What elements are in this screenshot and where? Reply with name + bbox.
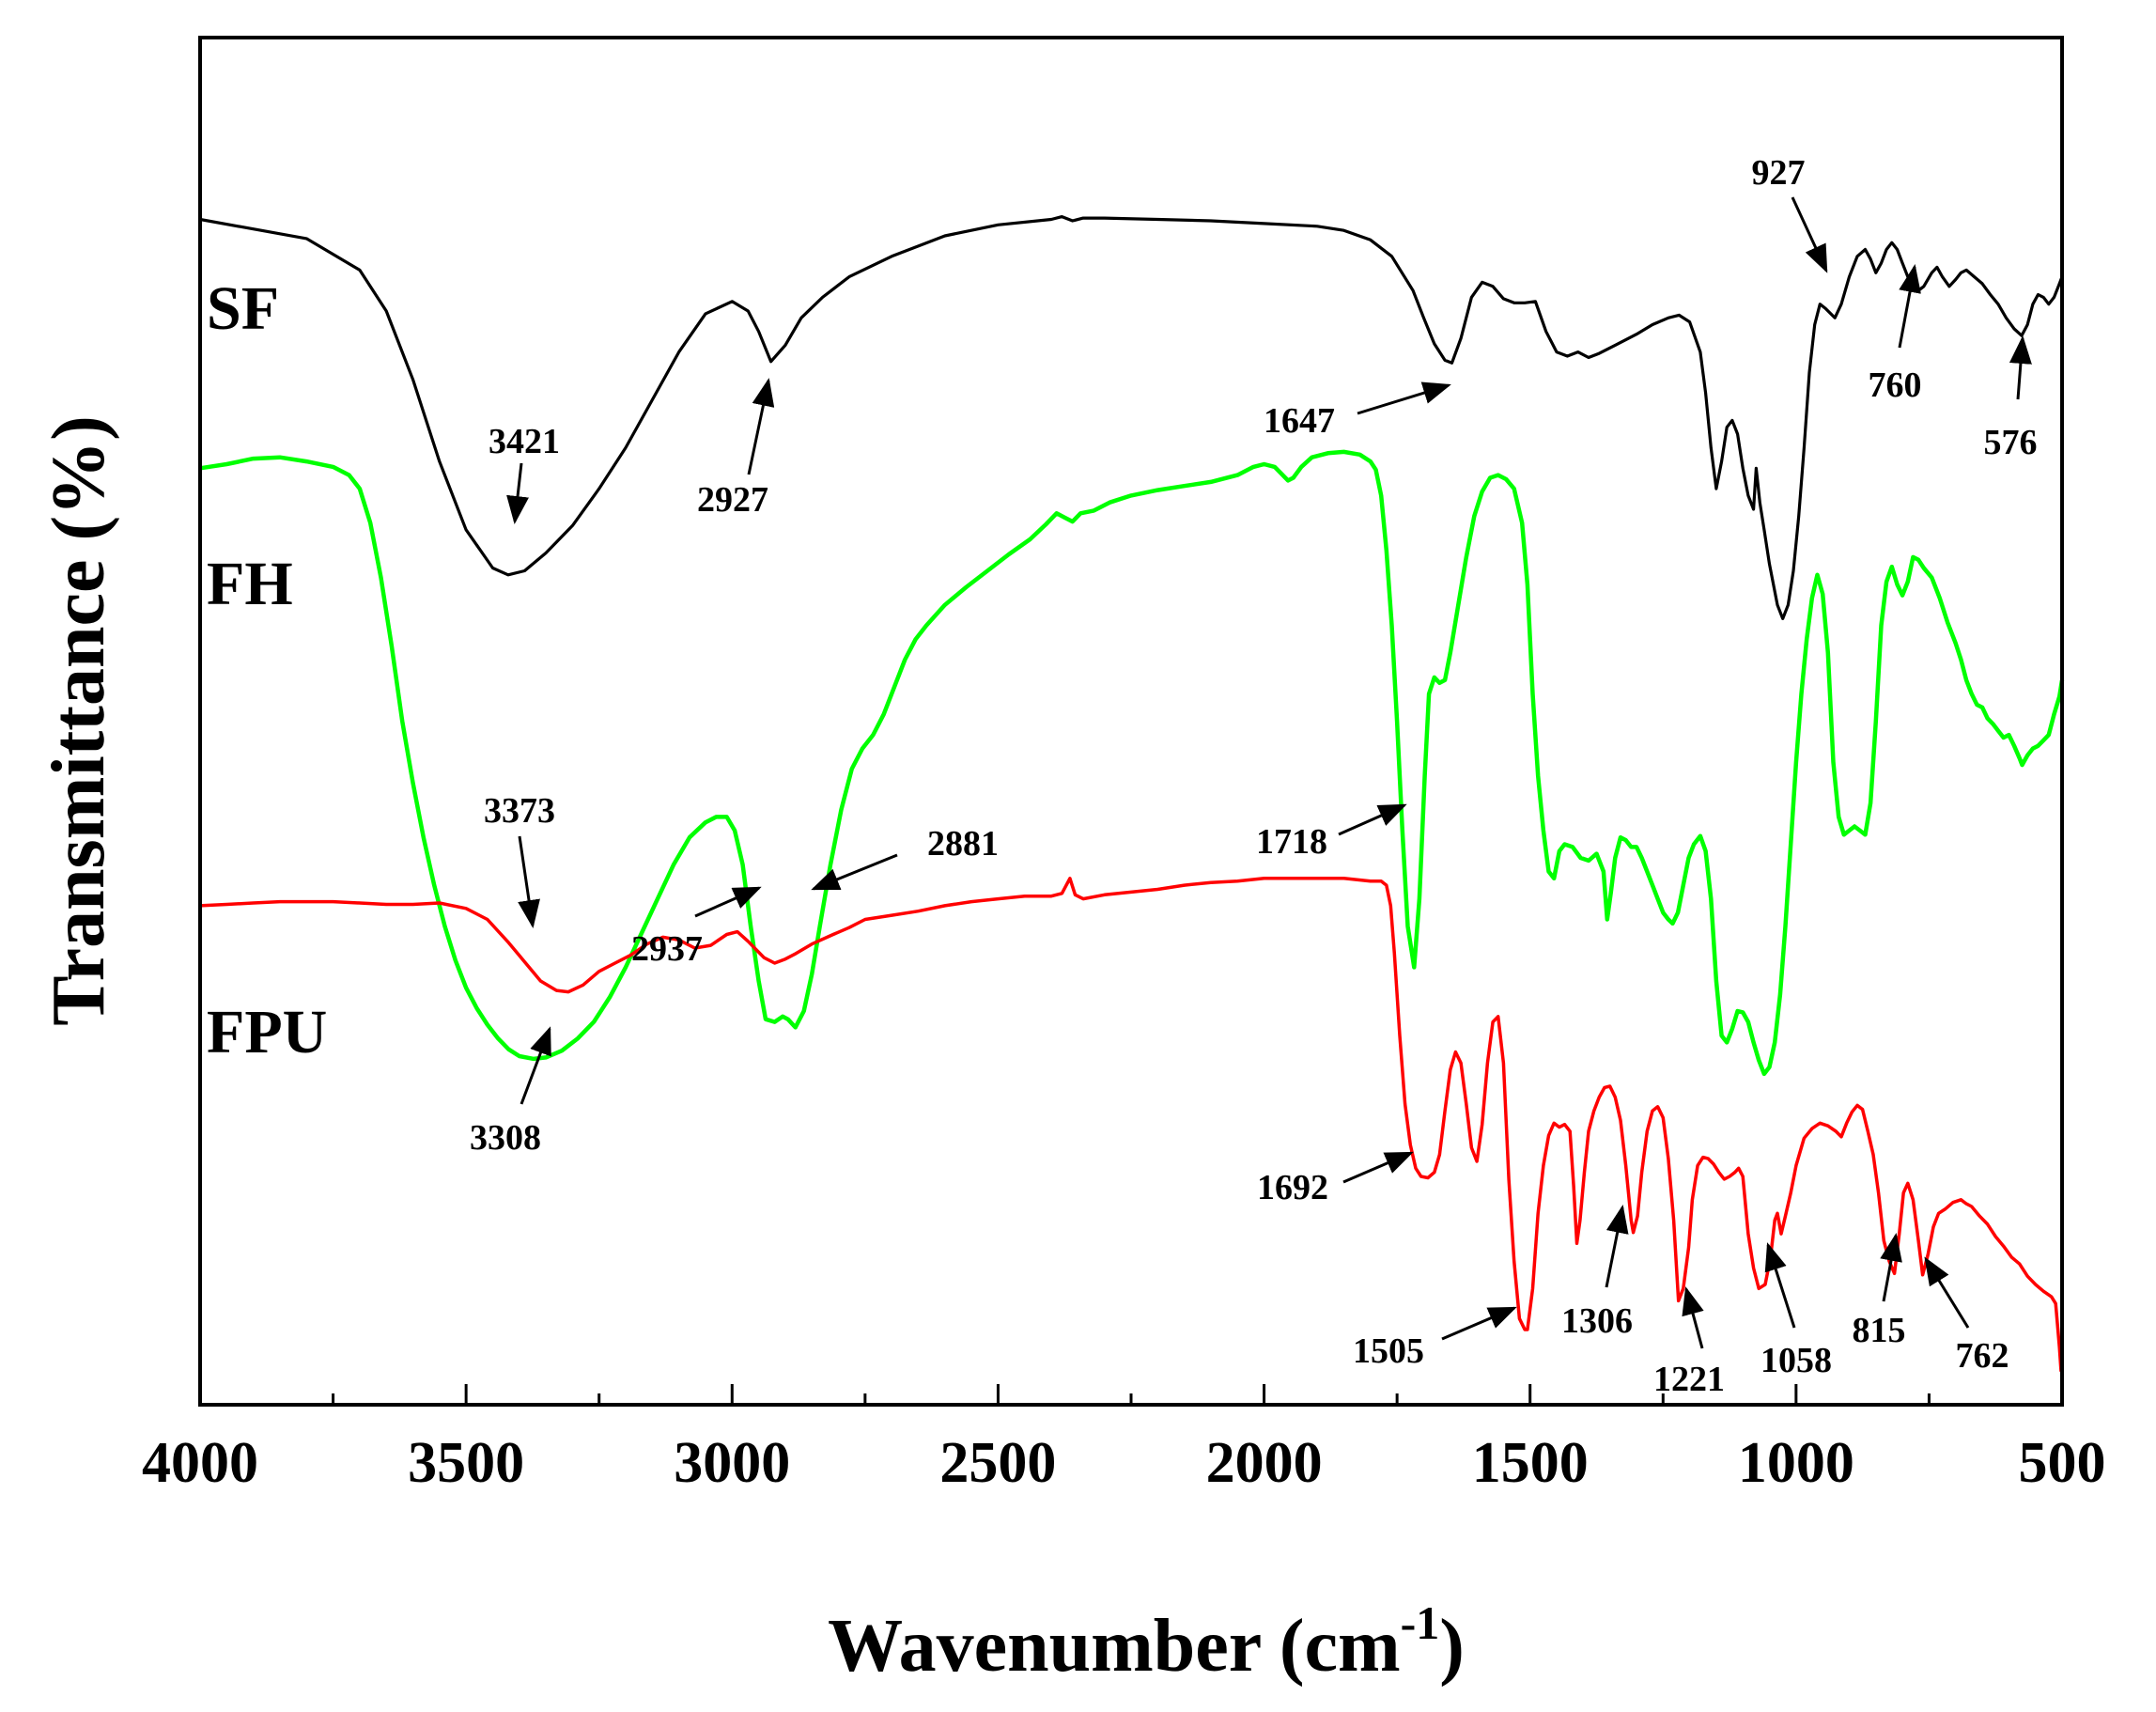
peak-label-fpu-815: 815 <box>1853 1311 1906 1350</box>
peak-label-fpu-1058: 1058 <box>1760 1341 1832 1380</box>
peak-arrow-sf-2927 <box>747 378 775 475</box>
peak-arrow-fh-3373 <box>518 835 540 928</box>
peak-arrow-sf-760 <box>1898 264 1921 349</box>
peak-arrow-fpu-1505 <box>1441 1306 1517 1341</box>
series-line-fh <box>199 449 2065 1077</box>
x-tick-label: 1000 <box>1738 1431 1854 1495</box>
peak-label-fpu-762: 762 <box>1956 1336 2009 1376</box>
peak-label-fh-1718: 1718 <box>1256 822 1327 862</box>
plot-frame <box>198 36 2064 1407</box>
peak-arrow-fh-2937 <box>694 886 762 918</box>
x-axis-title-main: Wavenumber (cm <box>828 1605 1401 1688</box>
peak-arrow-fpu-815 <box>1880 1233 1902 1302</box>
x-tick-label: 500 <box>2019 1431 2106 1495</box>
peak-arrow-fh-1718 <box>1338 803 1407 836</box>
peak-arrow-sf-3421 <box>506 462 529 524</box>
x-tick-label: 4000 <box>142 1431 258 1495</box>
peak-label-fpu-1692: 1692 <box>1257 1168 1328 1207</box>
series-layer <box>199 215 2065 1373</box>
peak-arrow-sf-576 <box>2009 335 2032 400</box>
series-line-sf <box>199 215 2064 620</box>
peak-label-fh-2937: 2937 <box>631 929 703 969</box>
peak-label-sf-3421: 3421 <box>489 422 560 461</box>
x-tick-label: 3000 <box>674 1431 790 1495</box>
series-line-fpu <box>199 877 2064 1373</box>
peak-label-fpu-1221: 1221 <box>1653 1360 1725 1399</box>
peak-arrow-fh-2881 <box>811 853 898 891</box>
peak-label-sf-760: 760 <box>1869 366 1922 405</box>
peak-arrow-fpu-1306 <box>1605 1205 1629 1288</box>
peak-arrow-sf-1647 <box>1357 381 1451 415</box>
x-tick-label: 1500 <box>1472 1431 1589 1495</box>
x-axis-title: Wavenumber (cm-1) <box>828 1596 1465 1688</box>
series-label-fh: FH <box>207 550 293 618</box>
annotation-layer: 3421 2927 1647 927 760 576 3373 2937 288… <box>470 153 2038 1399</box>
peak-label-fpu-3308: 3308 <box>470 1118 541 1158</box>
peak-arrow-fpu-1221 <box>1682 1286 1704 1349</box>
peak-label-sf-927: 927 <box>1752 153 1806 193</box>
x-axis-title-superscript: -1 <box>1401 1596 1440 1649</box>
peak-arrow-fpu-1058 <box>1764 1242 1796 1329</box>
x-axis-ticks: 4000 3500 3000 2500 2000 1500 1000 500 <box>142 1384 2106 1495</box>
series-label-sf: SF <box>207 274 279 343</box>
peak-arrow-fpu-762 <box>1924 1256 1970 1329</box>
peak-label-sf-576: 576 <box>1984 423 2038 462</box>
series-label-fpu: FPU <box>207 998 327 1066</box>
x-tick-label: 3500 <box>408 1431 524 1495</box>
peak-label-sf-1647: 1647 <box>1264 401 1335 441</box>
peak-label-fh-2881: 2881 <box>927 824 999 864</box>
x-axis-title-close: ) <box>1439 1605 1465 1688</box>
x-tick-label: 2500 <box>939 1431 1056 1495</box>
peak-label-sf-2927: 2927 <box>697 480 768 520</box>
x-tick-label: 2000 <box>1206 1431 1323 1495</box>
peak-label-fh-3373: 3373 <box>484 791 555 831</box>
peak-label-fpu-1306: 1306 <box>1561 1301 1633 1341</box>
y-axis-title: Transmittance (%) <box>38 415 120 1026</box>
peak-arrow-fpu-1692 <box>1342 1151 1414 1184</box>
peak-arrow-fpu-3308 <box>520 1026 551 1105</box>
peak-arrow-sf-927 <box>1791 196 1828 273</box>
peak-label-fpu-1505: 1505 <box>1353 1331 1424 1371</box>
